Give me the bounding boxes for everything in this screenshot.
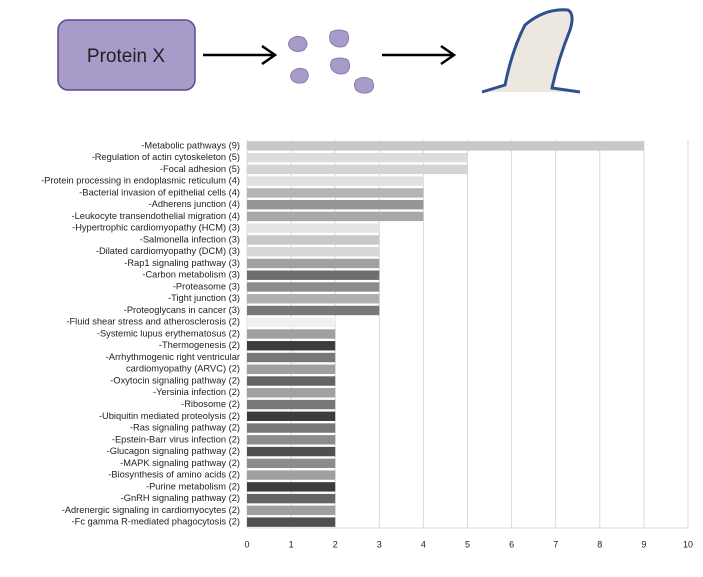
- y-tick-label: -GnRH signaling pathway (2): [121, 493, 240, 503]
- bar: [247, 352, 336, 363]
- y-tick-label: -Focal adhesion (5): [160, 164, 240, 174]
- bar: [247, 493, 336, 504]
- y-tick-label: -Carbon metabolism (3): [142, 270, 240, 280]
- bar: [247, 211, 424, 222]
- y-tick-label: -Regulation of actin cytoskeleton (5): [92, 152, 240, 162]
- bar: [247, 388, 336, 398]
- protein-label: Protein X: [87, 46, 165, 67]
- bar: [247, 411, 336, 422]
- bar: [247, 435, 336, 445]
- x-tick-label: 1: [289, 539, 294, 549]
- bar: [247, 223, 380, 233]
- bar: [247, 341, 336, 351]
- bar: [247, 458, 336, 469]
- y-tick-label: cardiomyopathy (ARVC) (2): [126, 364, 240, 374]
- bar: [247, 176, 424, 186]
- bar: [247, 141, 644, 151]
- y-tick-label: -Biosynthesis of amino acids (2): [108, 470, 240, 480]
- y-tick-label: -Yersinia infection (2): [153, 387, 240, 397]
- x-tick-label: 6: [509, 539, 514, 549]
- bar: [247, 199, 424, 210]
- y-tick-label: -Adherens junction (4): [149, 199, 240, 209]
- x-tick-label: 3: [377, 539, 382, 549]
- y-tick-label: -MAPK signaling pathway (2): [120, 458, 240, 468]
- y-tick-label: -Purine metabolism (2): [146, 481, 240, 491]
- bar: [247, 235, 380, 245]
- y-tick-label: -Metabolic pathways (9): [141, 140, 240, 150]
- y-tick-label: -Fluid shear stress and atherosclerosis …: [66, 317, 240, 327]
- y-tick-label: -Dilated cardiomyopathy (DCM) (3): [96, 246, 240, 256]
- bar: [247, 282, 380, 292]
- x-tick-label: 4: [421, 539, 426, 549]
- y-tick-label: -Protein processing in endoplasmic retic…: [41, 176, 240, 186]
- protein-box: [57, 19, 196, 91]
- bar: [247, 188, 424, 198]
- bar: [247, 517, 336, 527]
- x-tick-label: 2: [333, 539, 338, 549]
- bar: [247, 164, 468, 175]
- y-tick-label: -Tight junction (3): [168, 293, 240, 303]
- bar: [247, 505, 336, 516]
- bar: [247, 329, 336, 339]
- bar: [247, 270, 380, 280]
- cell-shape: [481, 8, 581, 94]
- bar: [247, 446, 336, 457]
- bar: [247, 305, 380, 316]
- bar: [247, 294, 380, 304]
- x-tick-label: 10: [683, 539, 693, 549]
- bar: [247, 423, 336, 433]
- y-tick-label: -Arrhythmogenic right ventricular: [106, 352, 240, 362]
- arrow: [203, 44, 278, 66]
- bar: [247, 246, 380, 257]
- y-tick-label: -Proteoglycans in cancer (3): [124, 305, 240, 315]
- x-tick-label: 7: [553, 539, 558, 549]
- y-tick-label: -Bacterial invasion of epithelial cells …: [79, 187, 240, 197]
- arrow: [382, 44, 457, 66]
- x-tick-label: 9: [641, 539, 646, 549]
- bar: [247, 317, 336, 327]
- fragments: [288, 29, 375, 94]
- y-tick-label: -Oxytocin signaling pathway (2): [110, 375, 240, 385]
- x-tick-label: 0: [244, 539, 249, 549]
- y-tick-label: -Epstein-Barr virus infection (2): [112, 434, 240, 444]
- bar: [247, 152, 468, 163]
- bar: [247, 399, 336, 410]
- x-tick-label: 8: [597, 539, 602, 549]
- y-tick-label: -Systemic lupus erythematosus (2): [97, 328, 240, 338]
- y-tick-label: -Fc gamma R-mediated phagocytosis (2): [72, 517, 240, 527]
- bar: [247, 470, 336, 480]
- bar: [247, 482, 336, 492]
- y-tick-label: -Ribosome (2): [181, 399, 240, 409]
- y-tick-label: -Proteasome (3): [173, 281, 240, 291]
- bar: [247, 258, 380, 269]
- y-tick-label: -Salmonella infection (3): [140, 234, 240, 244]
- bar: [247, 376, 336, 386]
- y-tick-label: -Leukocyte transendothelial migration (4…: [72, 211, 240, 221]
- y-tick-label: -Hypertrophic cardiomyopathy (HCM) (3): [72, 223, 240, 233]
- x-tick-label: 5: [465, 539, 470, 549]
- y-tick-label: -Adrenergic signaling in cardiomyocytes …: [62, 505, 240, 515]
- y-tick-label: -Ubiquitin mediated proteolysis (2): [99, 411, 240, 421]
- y-tick-label: -Glucagon signaling pathway (2): [107, 446, 240, 456]
- bar: [247, 364, 336, 374]
- y-tick-label: -Thermogenesis (2): [159, 340, 240, 350]
- y-tick-label: -Ras signaling pathway (2): [130, 423, 240, 433]
- y-tick-label: -Rap1 signaling pathway (3): [124, 258, 240, 268]
